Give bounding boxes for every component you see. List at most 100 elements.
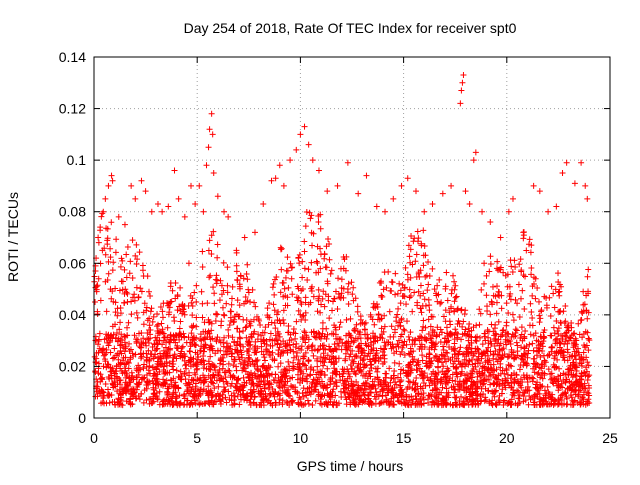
data-point-peak xyxy=(297,131,304,138)
data-point xyxy=(231,401,238,408)
data-point xyxy=(331,295,338,302)
data-point xyxy=(410,238,417,245)
data-point xyxy=(435,356,442,363)
data-point xyxy=(550,402,557,409)
data-point xyxy=(258,393,265,400)
data-point xyxy=(282,274,289,281)
data-point xyxy=(299,274,306,281)
data-point xyxy=(493,265,500,272)
data-point xyxy=(237,335,244,342)
data-point xyxy=(166,309,173,316)
data-point xyxy=(422,324,429,331)
data-point xyxy=(438,398,445,405)
data-point xyxy=(192,380,199,387)
data-point-peak xyxy=(113,363,120,370)
data-point-peak xyxy=(443,368,450,375)
data-point xyxy=(181,353,188,360)
data-point xyxy=(324,401,331,408)
data-point xyxy=(332,288,339,295)
data-point xyxy=(266,351,273,358)
data-point xyxy=(149,318,156,325)
data-point xyxy=(478,385,485,392)
data-point xyxy=(243,271,250,278)
data-point xyxy=(463,348,470,355)
data-point xyxy=(276,379,283,386)
data-point xyxy=(506,283,513,290)
data-point-peak xyxy=(301,123,308,130)
data-point xyxy=(432,393,439,400)
data-point xyxy=(258,332,265,339)
data-point xyxy=(517,256,524,263)
data-point xyxy=(377,380,384,387)
data-point xyxy=(300,385,307,392)
data-point xyxy=(244,341,251,348)
data-point xyxy=(116,326,123,333)
data-point xyxy=(455,358,462,365)
data-point xyxy=(381,378,388,385)
data-point xyxy=(463,332,470,339)
y-tick-label: 0.1 xyxy=(67,152,87,168)
data-point-peak xyxy=(221,208,228,215)
data-point-cloud xyxy=(91,208,593,409)
data-point xyxy=(352,295,359,302)
data-point xyxy=(320,288,327,295)
data-point xyxy=(92,359,99,366)
data-point xyxy=(140,335,147,342)
data-point xyxy=(568,367,575,374)
data-point xyxy=(486,369,493,376)
data-point xyxy=(378,325,385,332)
data-point xyxy=(95,239,102,246)
data-point-peak xyxy=(330,347,337,354)
data-point xyxy=(182,362,189,369)
data-point xyxy=(383,370,390,377)
data-point xyxy=(339,366,346,373)
data-point xyxy=(489,301,496,308)
data-point xyxy=(452,394,459,401)
data-point xyxy=(468,349,475,356)
data-point xyxy=(584,359,591,366)
data-point xyxy=(236,386,243,393)
data-point xyxy=(113,374,120,381)
data-point xyxy=(399,293,406,300)
data-point xyxy=(323,264,330,271)
data-point xyxy=(422,273,429,280)
data-point xyxy=(292,388,299,395)
data-point xyxy=(127,346,134,353)
data-point xyxy=(529,340,536,347)
data-point-peak xyxy=(97,224,104,231)
data-point-peak xyxy=(578,159,585,166)
data-point xyxy=(193,362,200,369)
data-point xyxy=(336,294,343,301)
data-point-peak xyxy=(188,182,195,189)
data-point xyxy=(291,365,298,372)
data-point xyxy=(580,357,587,364)
data-point xyxy=(93,283,100,290)
data-point xyxy=(396,280,403,287)
data-point-peak xyxy=(231,358,238,365)
data-point xyxy=(330,331,337,338)
data-point xyxy=(491,336,498,343)
data-point xyxy=(572,352,579,359)
data-point xyxy=(438,299,445,306)
data-point xyxy=(338,276,345,283)
data-point-peak xyxy=(439,190,446,197)
data-point xyxy=(140,340,147,347)
data-point xyxy=(206,366,213,373)
data-point xyxy=(154,378,161,385)
data-point-peak xyxy=(547,371,554,378)
data-point xyxy=(174,345,181,352)
data-point xyxy=(397,287,404,294)
data-point xyxy=(108,219,115,226)
data-point xyxy=(93,288,100,295)
data-point xyxy=(342,381,349,388)
data-point xyxy=(362,396,369,403)
data-point xyxy=(304,389,311,396)
data-point xyxy=(558,347,565,354)
data-point xyxy=(125,360,132,367)
data-point xyxy=(467,373,474,380)
data-point xyxy=(273,311,280,318)
data-point xyxy=(303,375,310,382)
data-point xyxy=(169,287,176,294)
data-point xyxy=(498,332,505,339)
